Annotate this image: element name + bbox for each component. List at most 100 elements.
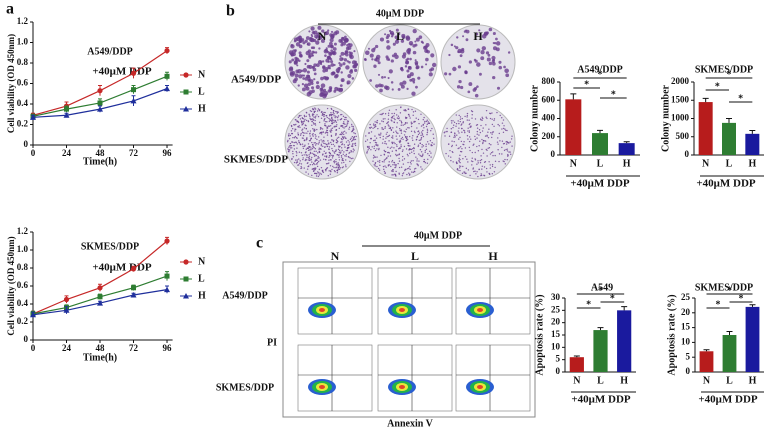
colony	[328, 162, 330, 164]
colony	[336, 154, 338, 156]
colony	[292, 152, 294, 155]
colony	[379, 113, 381, 116]
colony	[314, 34, 318, 39]
colony	[493, 171, 496, 173]
colony	[309, 116, 311, 118]
colony	[467, 130, 469, 132]
colony	[416, 158, 418, 160]
colony	[409, 148, 412, 151]
colony	[392, 174, 394, 176]
colony	[431, 62, 437, 68]
colony	[383, 159, 386, 161]
colony	[309, 138, 312, 140]
colony	[405, 137, 408, 139]
colony	[338, 127, 340, 130]
colony	[303, 145, 306, 147]
colony	[385, 85, 390, 91]
colony	[322, 114, 324, 116]
colony	[448, 53, 451, 57]
colony	[408, 127, 410, 129]
row-label: SKMES/DDP	[216, 382, 274, 393]
colony	[447, 155, 450, 157]
colony	[332, 47, 337, 51]
colony	[418, 139, 421, 142]
colony	[387, 114, 390, 117]
colony	[341, 37, 345, 40]
colony	[291, 141, 293, 143]
colony	[313, 78, 316, 81]
colony	[328, 159, 330, 161]
bar	[722, 122, 736, 155]
colony	[317, 157, 319, 159]
colony	[299, 126, 301, 129]
colony	[336, 124, 338, 126]
colony	[393, 121, 396, 124]
colony	[406, 48, 411, 54]
colony	[353, 128, 355, 131]
colony	[304, 151, 307, 154]
colony	[304, 118, 306, 121]
colony	[340, 117, 343, 120]
colony	[372, 123, 375, 125]
marker	[183, 89, 189, 95]
colony	[314, 124, 317, 126]
colony	[424, 151, 426, 153]
colony	[318, 109, 321, 112]
colony	[403, 134, 406, 136]
error-bar	[703, 349, 710, 352]
colony	[345, 166, 347, 168]
colony	[323, 118, 326, 121]
colony	[501, 140, 504, 142]
colony	[405, 128, 408, 130]
colony	[305, 115, 307, 118]
plate	[440, 104, 516, 180]
colony	[387, 118, 390, 120]
colony	[488, 143, 491, 145]
colony	[485, 124, 487, 126]
colony	[336, 70, 340, 74]
colony	[424, 161, 427, 164]
colony	[349, 151, 351, 154]
marker	[63, 112, 70, 118]
colony	[335, 139, 338, 141]
colony	[330, 129, 333, 132]
colony	[464, 131, 466, 134]
colony	[398, 157, 400, 160]
colony	[425, 148, 428, 151]
colony	[330, 134, 333, 137]
colony	[407, 161, 409, 164]
colony	[390, 170, 393, 172]
colony	[330, 141, 332, 144]
colony	[387, 135, 390, 137]
colony	[320, 38, 325, 43]
colony	[476, 62, 481, 67]
colony	[290, 44, 294, 47]
colony	[387, 112, 390, 114]
colony	[433, 137, 435, 140]
colony	[374, 135, 376, 137]
colony	[313, 72, 317, 76]
colony	[412, 147, 414, 150]
colony	[318, 160, 320, 163]
colony	[389, 29, 392, 33]
colony	[320, 166, 323, 169]
colony	[325, 168, 327, 171]
colony	[312, 133, 314, 135]
colony	[348, 128, 350, 130]
colony	[410, 130, 413, 133]
colony	[302, 121, 304, 123]
colony	[374, 161, 377, 164]
row-label: A549/DDP	[231, 74, 281, 86]
colony	[387, 164, 390, 166]
colony	[316, 128, 318, 131]
marker	[164, 85, 171, 92]
colony	[343, 121, 345, 123]
colony	[427, 153, 429, 155]
colony	[304, 77, 309, 81]
colony	[444, 131, 446, 133]
colony	[332, 139, 335, 142]
colony	[417, 164, 419, 167]
colony	[473, 143, 475, 145]
colony	[339, 55, 342, 58]
colony	[319, 126, 322, 129]
